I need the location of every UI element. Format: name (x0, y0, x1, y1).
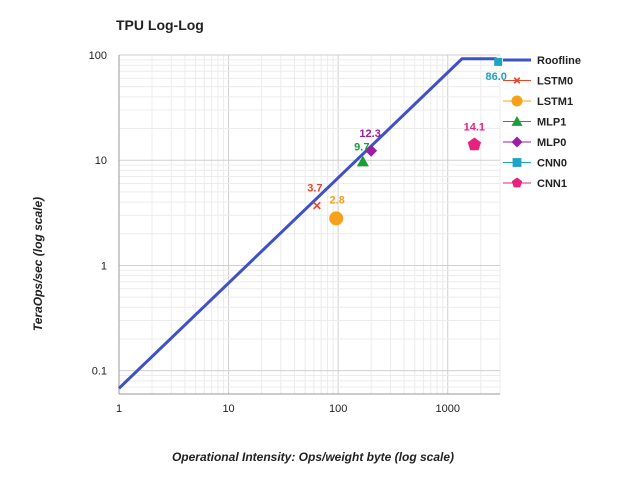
x-tick-label: 100 (329, 403, 347, 415)
point-mlp1 (356, 155, 369, 167)
legend-mlp0-swatch-marker (511, 136, 523, 148)
legend-cnn0-swatch-marker (512, 158, 522, 167)
point-mlp0 (365, 144, 378, 157)
legend-roofline-label: Roofline (537, 55, 581, 67)
legend-lstm1-label: LSTM1 (537, 96, 573, 108)
y-axis-label: TeraOps/sec (log scale) (31, 197, 45, 331)
data-label-lstm1: 2.8 (330, 194, 345, 206)
grid-lines (118, 54, 501, 395)
legend-cnn0-label: CNN0 (537, 158, 567, 170)
roofline-layer (117, 57, 497, 390)
chart-title: TPU Log-Log (116, 17, 204, 33)
x-tick-label: 1000 (435, 403, 459, 415)
y-tick-label: 1 (101, 260, 107, 272)
point-lstm0 (313, 201, 321, 210)
legend-mlp1-label: MLP1 (537, 117, 566, 129)
legend-cnn1-swatch-marker (511, 177, 523, 188)
legend-cnn1-label: CNN1 (537, 178, 567, 190)
axes (118, 55, 500, 395)
x-axis-label: Operational Intensity: Ops/weight byte (… (172, 450, 454, 464)
data-label-mlp0: 12.3 (359, 128, 380, 140)
data-points: 3.72.89.712.386.014.1 (307, 57, 507, 226)
data-label-cnn1: 14.1 (464, 122, 485, 134)
y-tick-label: 0.1 (92, 366, 107, 378)
legend-lstm0-label: LSTM0 (537, 76, 573, 88)
y-tick-label: 100 (89, 50, 107, 62)
point-cnn1 (467, 137, 481, 151)
legend-lstm0-swatch-marker (513, 77, 521, 84)
legend-lstm1-swatch-marker (511, 95, 523, 107)
tick-labels: 1 10 100 1000 0.1 1 10 100 (89, 50, 460, 415)
legend-mlp1-swatch-marker (511, 116, 523, 126)
point-lstm1 (329, 211, 344, 226)
x-tick-label: 1 (116, 403, 122, 415)
legend-mlp0-label: MLP0 (537, 137, 566, 149)
legend: Roofline LSTM0 LSTM1 MLP1 MLP0 CNN0 CNN1 (503, 55, 581, 190)
data-label-cnn0: 86.0 (485, 71, 506, 83)
y-tick-label: 10 (95, 155, 107, 167)
x-tick-label: 10 (222, 403, 234, 415)
point-cnn0 (494, 57, 503, 66)
data-label-lstm0: 3.7 (307, 183, 322, 195)
roofline-line (117, 57, 497, 390)
